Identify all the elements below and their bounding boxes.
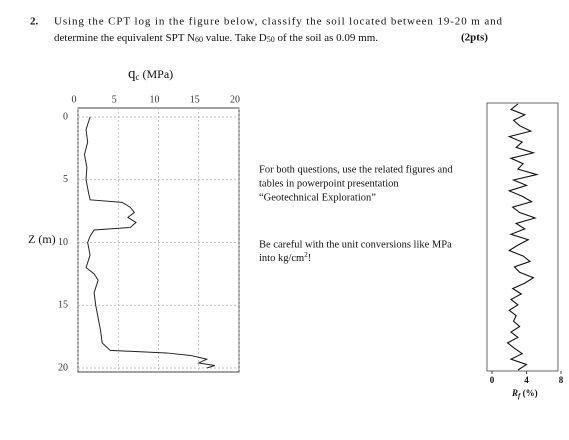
y-tick-label: 15: [58, 300, 68, 311]
x-tick-label: 0: [72, 94, 77, 105]
x-tick-label: 20: [230, 94, 240, 105]
note-line: “Geotechnical Exploration”: [259, 192, 376, 203]
y-tick-label: 10: [58, 237, 68, 248]
cpt-trace: [83, 116, 215, 369]
title-unit: (MPa): [140, 67, 174, 81]
question-text: determine the equivalent SPT N: [54, 32, 195, 44]
question-text: of the soil as 0.09 mm.: [275, 32, 379, 44]
note-text: !: [308, 253, 312, 264]
question-text: value. Take D: [203, 32, 267, 44]
subscript: 50: [267, 35, 275, 44]
note-line: tables in powerpoint presentation: [259, 178, 399, 189]
label-sub: f: [518, 392, 521, 400]
x-tick-label: 8: [559, 375, 564, 385]
subscript: 60: [195, 35, 203, 44]
label-main: R: [511, 388, 518, 398]
x-tick-label: 4: [524, 375, 529, 385]
note-text: into kg/cm: [259, 253, 304, 264]
question-line: determine the equivalent SPT N60 value. …: [54, 32, 378, 44]
x-tick-label: 0: [490, 375, 495, 385]
question-line: Using the CPT log in the figure below, c…: [54, 16, 503, 28]
plot-frame: [486, 102, 559, 372]
x-tick-label: 15: [190, 94, 200, 105]
superscript: 2: [304, 251, 308, 259]
y-tick-label: 5: [63, 174, 68, 185]
note-line: into kg/cm2!: [259, 251, 311, 265]
chart-title: qc (MPa): [128, 66, 173, 82]
y-tick-label: 0: [63, 111, 68, 122]
title-sub: c: [136, 72, 140, 82]
label-unit: (%): [520, 388, 537, 398]
question-number: 2.: [30, 16, 39, 28]
x-axis-label: Rf (%): [511, 388, 538, 400]
x-tick-label: 10: [150, 94, 160, 105]
x-tick-label: 5: [112, 94, 117, 105]
title-main: q: [128, 66, 136, 82]
y-axis-label: Z (m): [28, 232, 56, 246]
rf-trace: [506, 103, 540, 371]
note-line: For both questions, use the related figu…: [259, 164, 453, 175]
points: (2pts): [461, 32, 488, 44]
note-line: Be careful with the unit conversions lik…: [259, 239, 452, 250]
y-tick-label: 20: [58, 362, 68, 373]
